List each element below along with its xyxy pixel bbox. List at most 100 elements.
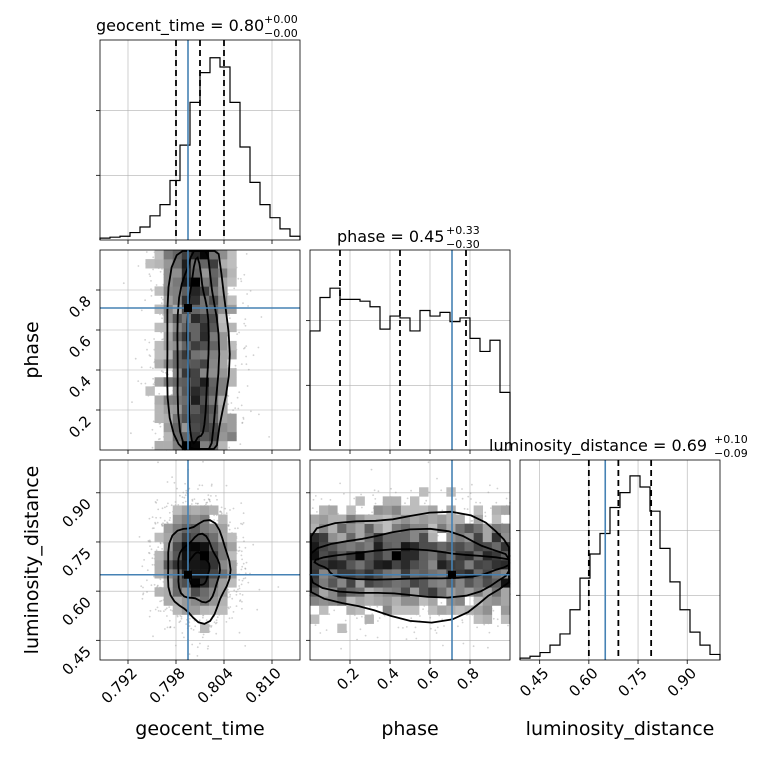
sample-point: [122, 282, 125, 285]
sample-point: [244, 324, 247, 327]
sample-point: [216, 498, 218, 501]
sample-point: [142, 586, 144, 589]
sample-point: [162, 524, 164, 527]
sample-point: [241, 594, 244, 596]
sample-point: [240, 550, 243, 553]
density-cell: [181, 386, 192, 396]
sample-point: [149, 545, 151, 547]
density-cell: [163, 440, 174, 451]
sample-point: [179, 614, 182, 617]
density-cell: [154, 404, 164, 414]
panel-frame: [99, 39, 301, 241]
density-cell: [209, 340, 219, 351]
density-cell: [190, 286, 201, 296]
density-cell: [172, 295, 183, 305]
density-cell: [209, 331, 219, 342]
density-cell: [209, 286, 219, 296]
sample-point: [224, 507, 227, 510]
density-cell: [163, 431, 174, 442]
sample-point: [252, 354, 255, 357]
sample-point: [198, 484, 201, 487]
density-cell: [154, 413, 164, 424]
title-geocent-time: geocent_time = 0.80 +0.00 −0.00: [96, 13, 298, 40]
sample-point: [209, 500, 211, 503]
sample-point: [198, 619, 201, 622]
sample-point: [159, 610, 162, 612]
density-cell: [181, 368, 192, 378]
sample-point: [241, 558, 244, 561]
sample-point: [237, 407, 240, 410]
sample-point: [229, 593, 232, 596]
sample-point: [230, 402, 233, 404]
sample-point: [173, 626, 176, 629]
sample-point: [243, 540, 245, 543]
sample-point: [140, 585, 143, 588]
sample-point: [238, 631, 241, 634]
sample-point: [240, 404, 243, 407]
sample-point: [162, 371, 165, 373]
density-cell: [190, 395, 201, 405]
sample-point: [228, 617, 231, 620]
sample-point: [241, 579, 244, 582]
sample-point: [190, 627, 193, 630]
sample-point: [137, 380, 140, 382]
title-phase: phase = 0.45 +0.33 −0.30: [337, 224, 480, 251]
sample-point: [235, 605, 238, 607]
density-cell: [190, 413, 201, 424]
sample-point: [152, 383, 155, 386]
sample-point: [190, 503, 193, 505]
density-cell: [181, 313, 192, 324]
density-cell: [190, 377, 201, 387]
sample-point: [243, 322, 246, 325]
sample-point: [174, 644, 177, 647]
sample-point: [191, 643, 194, 646]
density-cell: [218, 322, 228, 333]
sample-point: [245, 253, 248, 255]
sample-point: [244, 577, 247, 579]
sample-point: [153, 527, 155, 529]
sample-point: [140, 309, 143, 312]
sample-point: [241, 600, 243, 603]
density-cell: [190, 295, 201, 305]
sample-point: [152, 635, 154, 638]
density-cell: [209, 359, 219, 369]
title-text: phase = 0.45: [337, 227, 444, 246]
density-cell: [227, 413, 237, 424]
sample-point: [205, 619, 208, 621]
density-cell: [172, 268, 183, 278]
hist-panel-geocent-time: [96, 39, 301, 244]
sample-point: [180, 617, 183, 620]
sample-point: [228, 528, 231, 531]
sample-point: [165, 505, 168, 508]
sample-point: [213, 519, 216, 521]
sample-point: [235, 590, 238, 593]
sample-point: [240, 583, 243, 586]
sample-point: [161, 338, 164, 341]
density-cell: [163, 377, 174, 387]
sample-point: [245, 355, 248, 358]
sample-point: [157, 610, 160, 612]
density-cell: [227, 250, 237, 260]
density-cell: [200, 386, 210, 396]
density-cell: [154, 286, 164, 296]
sample-point: [260, 316, 263, 318]
sample-point: [140, 366, 143, 369]
sample-point: [149, 275, 152, 278]
sample-point: [215, 495, 217, 497]
density-cell: [154, 322, 164, 333]
sample-point: [225, 621, 228, 623]
sample-point: [183, 496, 186, 499]
sample-point: [161, 317, 164, 320]
sample-point: [159, 270, 162, 273]
density-cell: [154, 304, 164, 314]
title-sub: −0.00: [264, 27, 298, 40]
sample-point: [150, 295, 153, 297]
sample-point: [154, 521, 157, 524]
sample-point: [240, 278, 242, 280]
sample-point: [179, 494, 181, 497]
sample-point: [148, 615, 151, 618]
title-sub: −0.09: [714, 447, 748, 460]
sample-point: [157, 508, 160, 511]
sample-point: [148, 341, 151, 344]
sample-point: [238, 587, 241, 590]
